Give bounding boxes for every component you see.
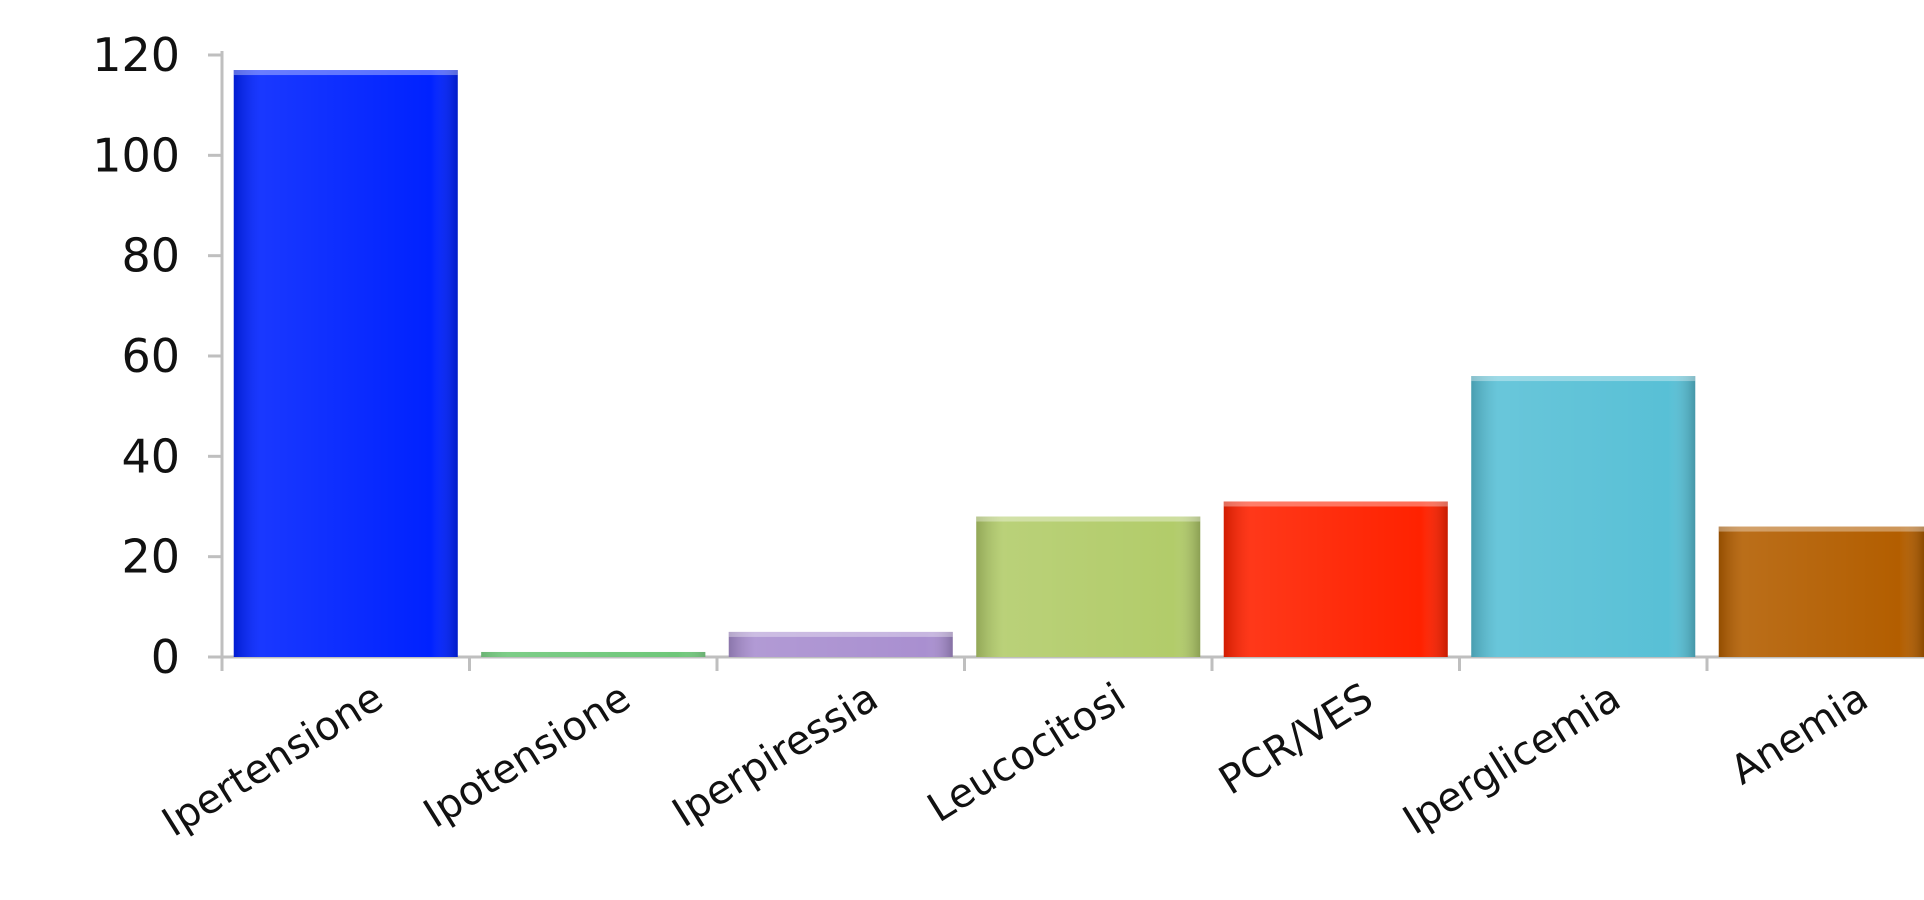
bar-leucocitosi [976, 517, 1200, 657]
bar-ipotensione [481, 652, 705, 657]
bar-highlight [1224, 501, 1448, 506]
x-tick-label: Iperglicemia [1395, 674, 1628, 844]
bars [234, 70, 1924, 657]
y-tick-label: 20 [121, 530, 180, 584]
x-tick-label: Ipertensione [154, 674, 391, 846]
y-tick-label: 60 [121, 329, 180, 383]
x-tick-label: PCR/VES [1211, 674, 1381, 804]
x-tick-label: Anemia [1723, 674, 1876, 794]
bar-ipertensione [234, 70, 458, 657]
bar-shading [1224, 501, 1448, 657]
x-axis [222, 657, 1924, 671]
bar-highlight [1471, 376, 1695, 381]
y-tick-label: 80 [121, 229, 180, 283]
y-tick-label: 120 [92, 28, 180, 82]
bar-highlight [729, 632, 953, 637]
bar-shading [1471, 376, 1695, 657]
bar-shading [234, 70, 458, 657]
y-tick-label: 100 [92, 128, 180, 182]
bar-highlight [481, 652, 705, 657]
x-tick-label: Ipotensione [416, 674, 639, 837]
bar-pcr-ves [1224, 501, 1448, 657]
y-tick-label: 0 [151, 630, 180, 684]
x-tick-label: Iperpiressia [665, 674, 886, 836]
bar-iperpiressia [729, 632, 953, 657]
x-tick-label: Leucocitosi [920, 674, 1134, 831]
bar-highlight [234, 70, 458, 75]
bar-highlight [976, 517, 1200, 522]
y-axis: 0 20 40 60 80 100 120 [92, 28, 222, 684]
bar-shading [1719, 527, 1924, 657]
bar-anemia [1719, 527, 1924, 657]
y-tick-label: 40 [121, 429, 180, 483]
bar-shading [976, 517, 1200, 657]
x-tick-labels: Ipertensione Ipotensione Iperpiressia Leuco… [154, 674, 1876, 846]
bar-iperglicemia [1471, 376, 1695, 657]
bar-highlight [1719, 527, 1924, 532]
